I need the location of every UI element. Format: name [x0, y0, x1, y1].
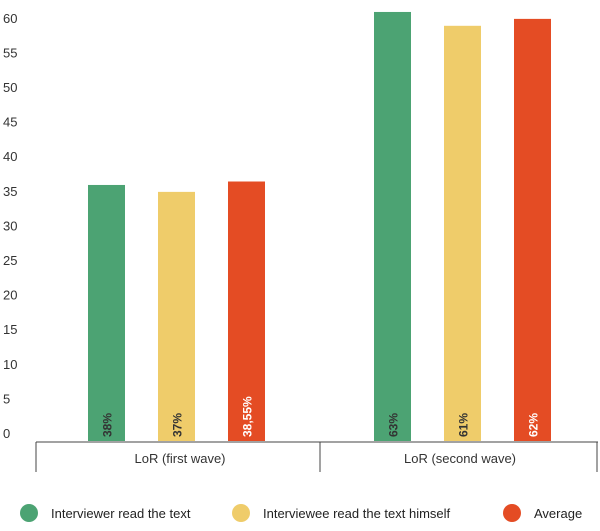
legend-item-average: Average — [503, 504, 582, 522]
bar — [158, 191, 195, 441]
bar-data-label: 38% — [101, 413, 115, 437]
x-category-label: LoR (second wave) — [404, 451, 516, 466]
bar — [444, 25, 481, 442]
legend-item-interviewer: Interviewer read the text — [20, 504, 190, 522]
legend: Interviewer read the text Interviewee re… — [0, 504, 600, 526]
legend-label-average: Average — [534, 505, 583, 521]
bar — [514, 18, 551, 441]
legend-label-interviewee: Interviewee read the text himself — [263, 505, 451, 521]
bar — [228, 181, 265, 441]
legend-label-interviewer: Interviewer read the text — [51, 505, 191, 521]
legend-swatch-average — [503, 504, 521, 522]
y-tick-label: 40 — [3, 149, 17, 164]
bar-data-label: 61% — [457, 413, 471, 437]
y-tick-label: 5 — [3, 391, 10, 406]
y-tick-label: 20 — [3, 288, 17, 303]
y-tick-label: 60 — [3, 11, 17, 26]
y-tick-label: 0 — [3, 426, 10, 441]
bar — [374, 11, 411, 442]
bar-data-label: 38,55% — [241, 396, 255, 437]
y-tick-label: 50 — [3, 80, 17, 95]
bar-data-label: 62% — [527, 413, 541, 437]
legend-swatch-interviewee — [232, 504, 250, 522]
x-category-label: LoR (first wave) — [134, 451, 225, 466]
legend-swatch-interviewer — [20, 504, 38, 522]
y-tick-label: 30 — [3, 218, 17, 233]
y-tick-label: 10 — [3, 357, 17, 372]
y-tick-label: 45 — [3, 115, 17, 130]
legend-item-interviewee: Interviewee read the text himself — [232, 504, 450, 522]
y-tick-label: 35 — [3, 184, 17, 199]
bar-data-label: 63% — [387, 413, 401, 437]
bar — [88, 184, 125, 441]
y-tick-label: 25 — [3, 253, 17, 268]
y-tick-label: 15 — [3, 322, 17, 337]
y-tick-label: 55 — [3, 45, 17, 60]
bar-data-label: 37% — [171, 413, 185, 437]
